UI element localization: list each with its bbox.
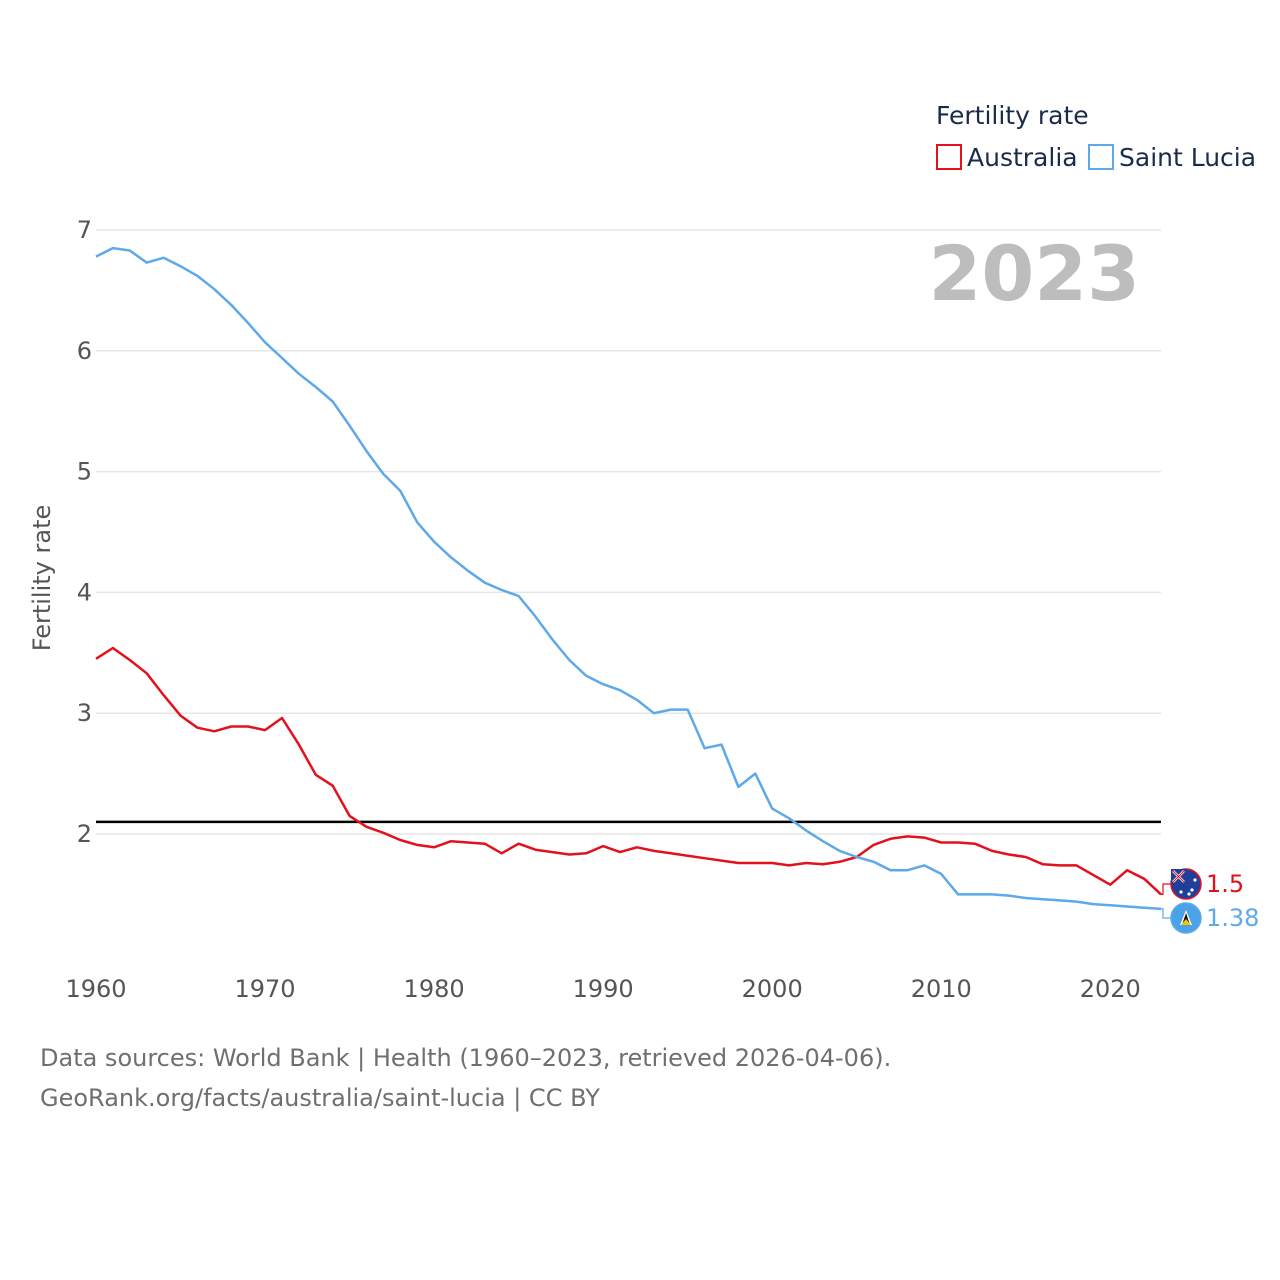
footer-sources: Data sources: World Bank | Health (1960–… [40,1044,892,1072]
y-tick-label: 6 [77,337,92,365]
end-value-australia: 1.5 [1206,870,1244,898]
y-axis-label: Fertility rate [28,505,56,652]
current-year-label: 2023 [928,229,1140,318]
saint-lucia-flag-icon [1170,902,1202,934]
x-tick-label: 1970 [235,975,296,1003]
flag-star [1190,888,1194,892]
x-axis-ticks: 1960 1970 1980 1990 2000 2010 2020 [65,975,1140,1003]
y-tick-label: 3 [77,699,92,727]
x-tick-label: 1960 [65,975,126,1003]
connector-australia [1161,883,1172,895]
flag-triangle-gold [1181,919,1191,925]
legend-label-saint-lucia[interactable]: Saint Lucia [1119,143,1256,172]
flag-cross-red [1172,870,1185,883]
legend-title: Fertility rate [936,101,1089,130]
flag-star [1193,878,1197,882]
legend-swatch-saint-lucia[interactable] [1088,144,1114,170]
connector-saint-lucia [1161,908,1172,919]
y-tick-label: 5 [77,458,92,486]
x-tick-label: 1990 [573,975,634,1003]
y-tick-label: 7 [77,216,92,244]
y-axis-ticks: 2 3 4 5 6 7 [77,216,92,848]
grid-lines [96,229,1161,835]
x-tick-label: 1980 [404,975,465,1003]
legend-label-australia[interactable]: Australia [967,143,1078,172]
x-tick-label: 2020 [1080,975,1141,1003]
y-tick-label: 2 [77,820,92,848]
australia-flag-icon [1170,868,1202,900]
series-lines [95,246,1162,911]
legend-swatch-australia[interactable] [936,144,962,170]
end-value-saint-lucia: 1.38 [1206,904,1259,932]
legend: Fertility rate Australia Saint Lucia [936,101,1256,172]
x-tick-label: 2010 [911,975,972,1003]
y-tick-label: 4 [77,578,92,606]
footer-link[interactable]: GeoRank.org/facts/australia/saint-lucia … [40,1084,600,1112]
flag-star [1187,892,1191,896]
end-markers: 1.5 1.38 [1161,868,1259,934]
series-line-australia[interactable] [95,646,1162,896]
series-line-saint-lucia[interactable] [95,246,1162,911]
flag-star [1179,890,1183,894]
x-tick-label: 2000 [742,975,803,1003]
